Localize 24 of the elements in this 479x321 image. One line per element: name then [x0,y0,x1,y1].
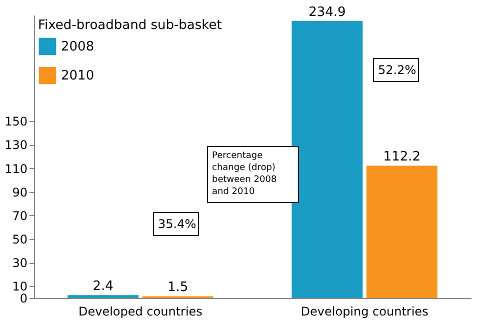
bar [292,21,363,298]
legend-title: Fixed-broadband sub-basket [38,18,222,33]
y-tick-label: 150 [4,114,28,129]
y-tick-label: 130 [4,138,28,152]
legend-label: 2010 [61,68,94,84]
data-label: 234.9 [308,5,346,20]
x-tick-label: Developing countries [300,304,428,318]
y-tick-label: 90 [12,185,28,200]
y-tick-label: 50 [12,232,28,247]
data-label: 1.5 [167,280,188,296]
legend-label: 2008 [61,40,94,54]
y-tick-label: 0 [20,292,28,306]
bar [68,295,139,298]
x-tick-label: Developed countries [78,304,202,318]
y-tick-label: 110 [4,162,28,176]
y-tick-label: 30 [12,256,28,270]
annotation: 35.4% [153,212,199,236]
data-label: 2.4 [92,279,114,294]
y-tick-label: 70 [12,208,28,223]
data-label: 112.2 [383,150,421,165]
y-tick-label: 10 [12,280,28,294]
bar [366,166,438,298]
annotation: Percentage change (drop) between 2008 and 2010 [207,146,299,203]
annotation: 52.2% [373,58,419,82]
